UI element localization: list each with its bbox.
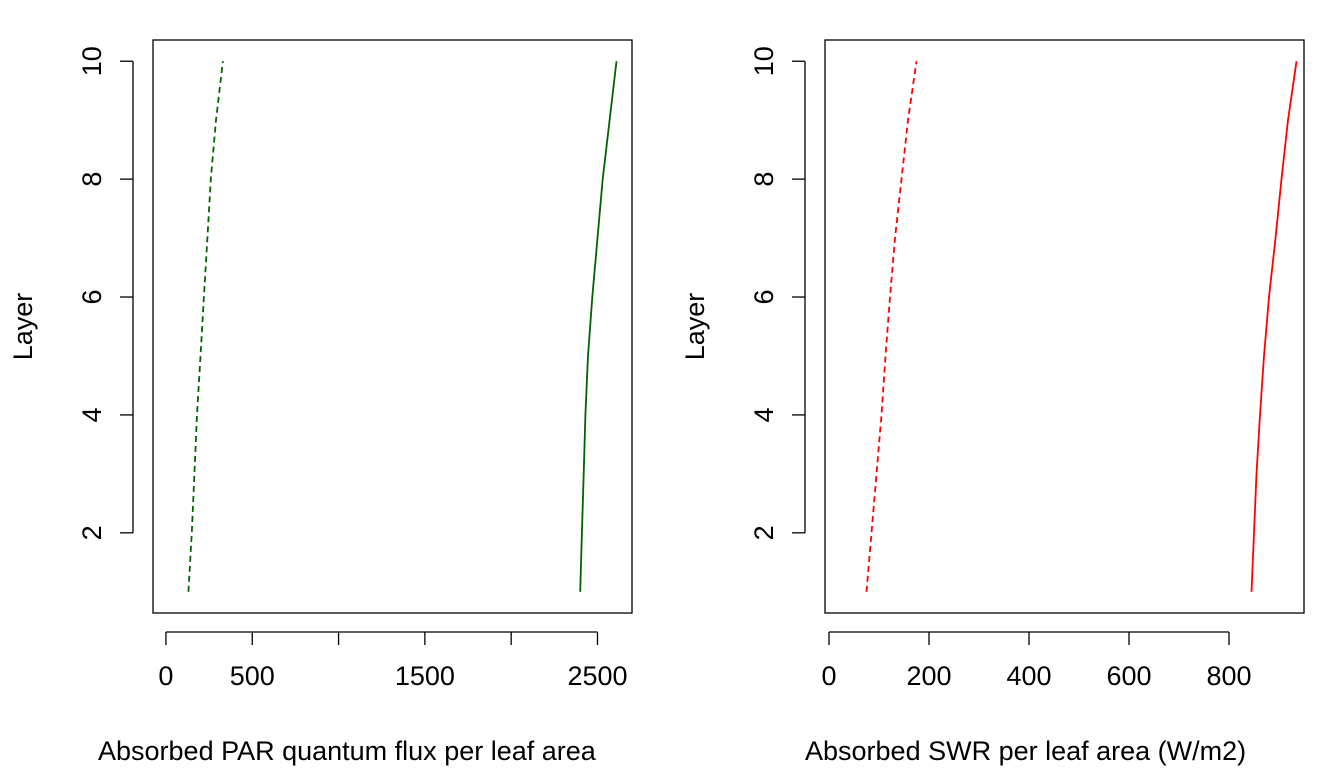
y-tick-label: 4 [749, 407, 779, 422]
y-axis: 2 4 6 8 10 [749, 46, 806, 540]
y-tick-label: 10 [77, 46, 107, 76]
panel-left: 0 500 1500 2500 2 4 6 8 10 Absorbed PAR quantum f… [8, 39, 633, 766]
plot-frame [824, 39, 1305, 614]
y-tick-label: 2 [749, 525, 779, 540]
x-axis: 0 200 400 600 800 [821, 631, 1252, 691]
y-axis-title: Layer [680, 293, 710, 361]
series-line-dashed [187, 61, 224, 592]
x-tick-label: 800 [1206, 661, 1251, 691]
y-axis-title: Layer [8, 293, 38, 361]
x-tick-label: 400 [1006, 661, 1051, 691]
y-tick-label: 6 [749, 290, 779, 305]
x-axis-title: Absorbed SWR per leaf area (W/m2) [805, 736, 1246, 766]
x-tick-label: 500 [230, 661, 275, 691]
x-axis-title: Absorbed PAR quantum flux per leaf area [98, 736, 597, 766]
x-axis: 0 500 1500 2500 [158, 631, 628, 691]
series-line-solid [1250, 61, 1298, 592]
y-tick-label: 4 [77, 407, 107, 422]
series-line-solid [579, 61, 618, 592]
y-tick-label: 8 [749, 172, 779, 187]
y-tick-label: 2 [77, 525, 107, 540]
panel-right: 0 200 400 600 800 2 4 6 8 10 Absorbed SWR per leaf… [680, 39, 1305, 766]
x-tick-label: 0 [821, 661, 836, 691]
series-line-dashed [865, 61, 918, 592]
y-tick-label: 6 [77, 290, 107, 305]
y-axis: 2 4 6 8 10 [77, 46, 134, 540]
x-tick-label: 200 [906, 661, 951, 691]
y-tick-label: 10 [749, 46, 779, 76]
y-tick-label: 8 [77, 172, 107, 187]
x-tick-label: 0 [158, 661, 173, 691]
plot-frame [152, 39, 633, 614]
x-tick-label: 2500 [567, 661, 627, 691]
x-tick-label: 600 [1106, 661, 1151, 691]
x-tick-label: 1500 [395, 661, 455, 691]
